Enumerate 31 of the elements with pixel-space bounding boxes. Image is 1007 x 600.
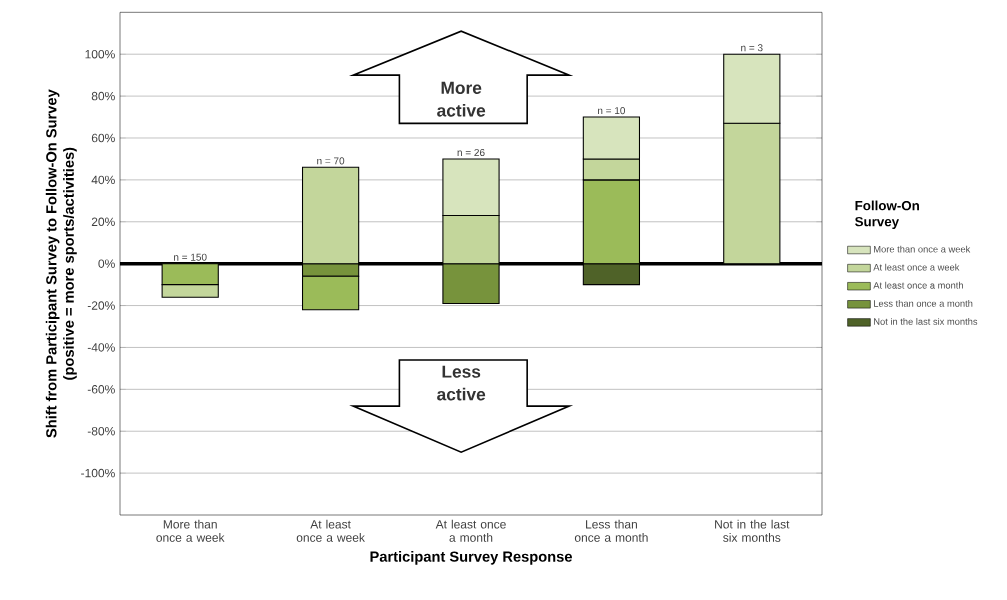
y-tick-label: -20%	[87, 301, 115, 310]
x-axis-title: Participant Survey Response	[370, 551, 572, 565]
annotation: n = 70	[317, 157, 345, 165]
x-tick-label: Not in the last six months	[715, 519, 790, 542]
legend-title: Follow-On Survey	[855, 200, 919, 229]
x-tick-label: Less than once a month	[574, 519, 648, 542]
y-tick-label: 0%	[98, 259, 115, 268]
x-tick-label: At least once a week	[296, 519, 365, 542]
y-tick-label: -60%	[87, 385, 115, 394]
y-tick-label: -40%	[87, 343, 115, 352]
x-tick-label: At least once a month	[435, 519, 506, 542]
x-tick-label: More than once a week	[156, 519, 225, 542]
legend-label: At least once a month	[873, 281, 963, 289]
y-tick-label: 80%	[91, 91, 115, 101]
annotation: n = 26	[457, 148, 485, 157]
annotation: Less active	[437, 365, 486, 401]
legend-label: Less than once a month	[874, 299, 973, 307]
legend-label: More than once a week	[874, 245, 971, 253]
y-tick-label: 100%	[85, 49, 115, 59]
y-tick-label: -80%	[87, 426, 115, 436]
annotation: More active	[437, 81, 486, 117]
annotation: n = 150	[174, 253, 207, 261]
annotation: n = 3	[741, 44, 763, 52]
legend-label: Not in the last six months	[874, 318, 978, 325]
legend-label: At least once a week	[873, 263, 960, 271]
y-tick-label: -100%	[81, 468, 115, 478]
y-tick-label: 60%	[91, 133, 115, 143]
y-tick-label: 40%	[91, 175, 115, 185]
y-axis-title: Shift from Participant Survey to Follow-On Survey (positive = more sports/activities)	[45, 89, 77, 438]
y-tick-label: 20%	[91, 217, 115, 227]
annotation: n = 10	[598, 107, 626, 115]
